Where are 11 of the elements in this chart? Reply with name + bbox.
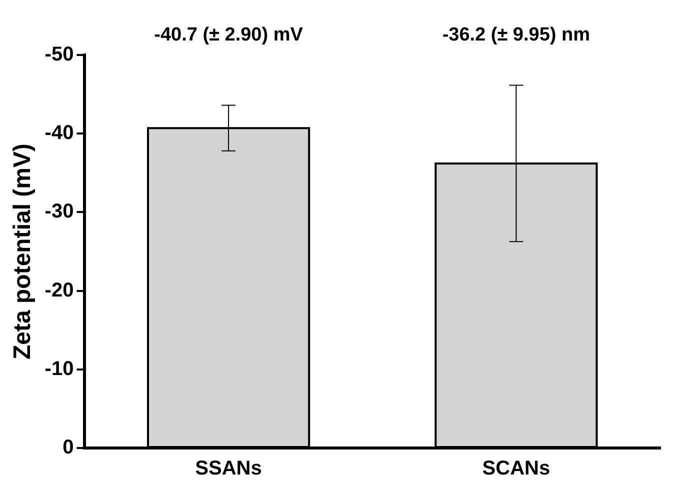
y-tick-label: 0 [62, 436, 74, 459]
y-axis-title: Zeta potential (mV) [9, 143, 36, 360]
text: -40.7 (± 2.90) mV [154, 24, 304, 46]
y-tick-label: -40 [44, 122, 74, 144]
y-tick-label: -50 [44, 44, 74, 66]
y-tick-label: -30 [44, 200, 74, 223]
text: -36.2 (± 9.95) nm [442, 24, 590, 46]
y-tick-label: -20 [44, 279, 74, 302]
x-tick-label: SSANs [195, 458, 262, 480]
y-tick-label: -10 [44, 358, 74, 380]
x-tick-label: SCANs [482, 458, 550, 480]
